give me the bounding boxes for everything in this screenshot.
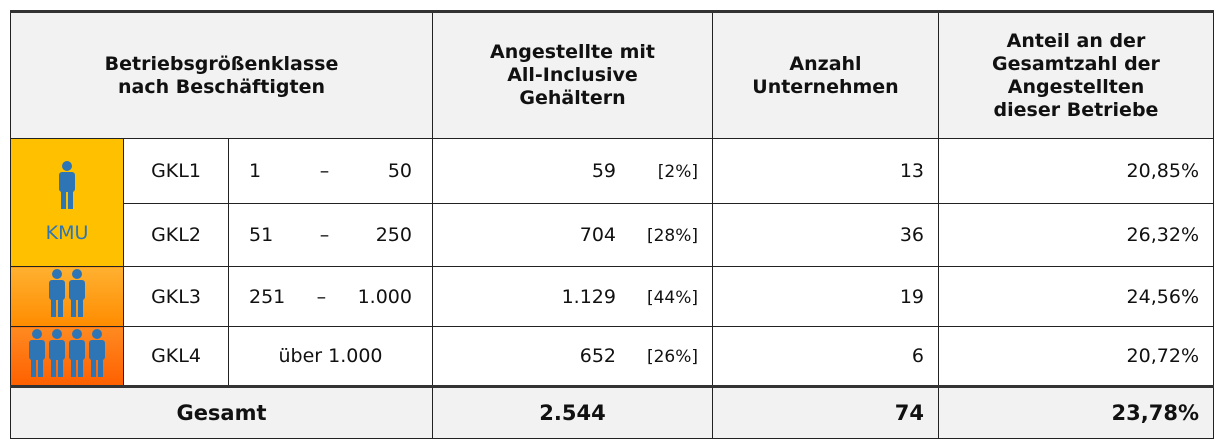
range-part: 250 [375,224,412,246]
companies-cell: 13 [712,138,939,204]
header-companies: Anzahl Unternehmen [712,11,939,139]
range-part: – [319,160,330,182]
header-share: Anteil an der Gesamtzahl der Angestellten d… [938,11,1214,139]
employees-share: [26%] [646,347,698,367]
range-part: 50 [387,160,412,182]
employees-value: 59 [591,160,616,182]
header-line: Angestellten [1007,75,1145,98]
range-cell: 51 – 250 [228,203,433,267]
range-part: – [319,224,330,246]
class-cell: GKL1 [123,138,229,204]
header-employees: Angestellte mit All-Inclusive Gehältern [432,11,713,139]
header-class: Betriebsgrößenklasse nach Beschäftigten [10,11,433,139]
range: 251 – 1.000 [243,286,418,308]
employees-share: [28%] [646,226,698,246]
companies-cell: 6 [712,326,939,387]
range-cell: 1 – 50 [228,138,433,204]
class-cell: GKL3 [123,266,229,327]
data-row: GKL2 51 – 250 704 [28%] 36 26,32% [11,203,1214,267]
size-icon-cell [10,326,124,387]
class-cell: GKL4 [123,326,229,387]
kmu-cell: KMU [10,138,124,267]
total-companies: 74 [712,385,939,439]
header-line: Unternehmen [752,75,899,98]
data-row: KMU GKL1 1 – 50 59 [2%] 13 20,85% [10,138,1214,267]
class-cell: GKL2 [123,203,229,267]
share-cell: 24,56% [938,266,1214,327]
total-label: Gesamt [10,385,433,439]
companies-cell: 36 [712,203,939,267]
person-icon [59,161,75,209]
employees-value: 652 [579,345,616,367]
header-line: Anteil an der [1006,29,1146,52]
range-cell: 251 – 1.000 [228,266,433,327]
data-row: GKL4 über 1.000 652 [26%] 6 20,72% [10,326,1214,387]
employees-value: 704 [579,224,616,246]
header-line: Gesamtzahl der [992,52,1160,75]
total-share: 23,78% [938,385,1214,439]
header-line: nach Beschäftigten [118,75,325,98]
range-part: 51 [249,224,274,246]
header-line: dieser Betriebe [993,98,1159,121]
employees-cell: 1.129 [44%] [432,266,713,327]
employees-cell: 704 [28%] [432,203,713,267]
range-part: – [316,285,327,308]
range-part: über 1.000 [278,345,383,367]
total-employees: 2.544 [432,385,713,439]
employees-share: [44%] [646,287,698,308]
employees-cell: 59 [2%] [432,138,713,204]
header-line: Betriebsgrößenklasse [104,52,339,75]
range-part: 1 [249,160,262,182]
header-line: Angestellte mit [490,41,655,63]
range: 1 – 50 [243,160,418,182]
header-row: Betriebsgrößenklasse nach Beschäftigten A… [10,11,1214,139]
kmu-label: KMU [45,222,89,244]
employees-cell: 652 [26%] [432,326,713,387]
companies-cell: 19 [712,266,939,327]
header-line: All-Inclusive [507,64,638,86]
person-icon [29,328,105,377]
data-row: GKL3 251 – 1.000 1.129 [44%] 19 24,56% [10,266,1214,327]
size-icon-cell [10,266,124,327]
total-row: Gesamt 2.544 74 23,78% [10,385,1214,439]
range: 51 – 250 [243,224,418,246]
table: Betriebsgrößenklasse nach Beschäftigten A… [10,10,1214,439]
range-part: 1.000 [357,285,412,308]
employees-value: 1.129 [561,285,616,308]
header-line: Anzahl [789,52,862,75]
range-part: 251 [249,285,286,308]
share-cell: 20,72% [938,326,1214,387]
range-cell: über 1.000 [228,326,433,387]
header-line: Gehältern [519,87,626,109]
share-cell: 20,85% [938,138,1214,204]
person-icon [49,269,85,317]
share-cell: 26,32% [938,203,1214,267]
employees-share: [2%] [657,162,698,182]
